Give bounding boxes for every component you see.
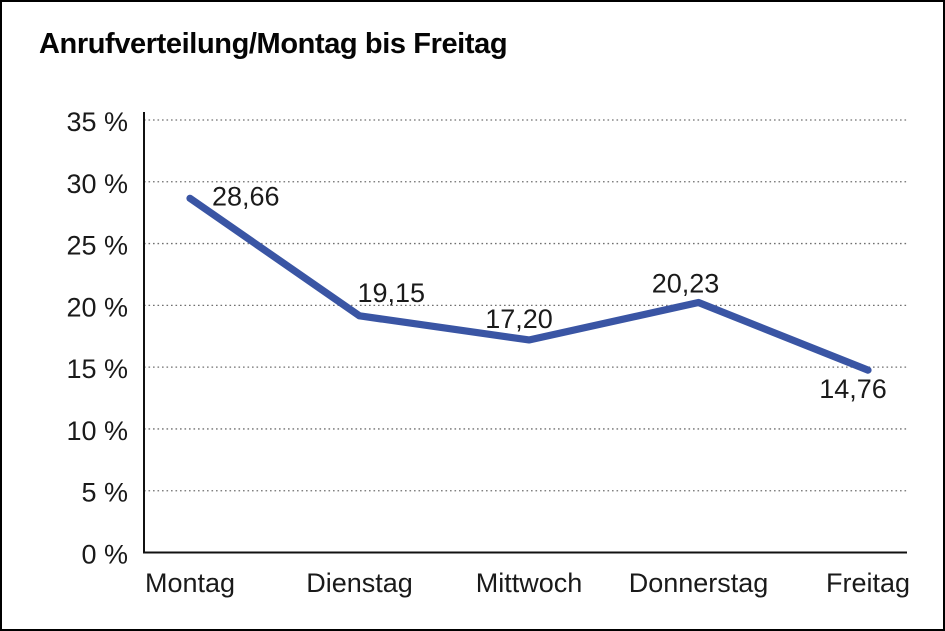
data-point-value-label: 14,76	[819, 374, 887, 404]
gridlines	[144, 119, 907, 492]
data-point-value-label: 20,23	[652, 269, 720, 299]
y-axis-tick-labels: 0 % 5 % 10 % 15 % 20 % 25 % 30 % 35 %	[66, 107, 128, 570]
data-point-value-label: 19,15	[358, 278, 426, 308]
y-tick-label: 10 %	[66, 416, 128, 446]
y-tick-label: 15 %	[66, 354, 128, 384]
y-tick-label: 20 %	[66, 292, 128, 322]
data-point-value-labels: 28,66 19,15 17,20 20,23 14,76	[212, 181, 887, 404]
data-point-value-label: 17,20	[485, 304, 553, 334]
axis-lines	[143, 112, 907, 554]
data-point-value-label: 28,66	[212, 181, 280, 211]
x-category-label: Freitag	[826, 568, 910, 598]
data-series-line	[186, 194, 872, 374]
y-tick-label: 5 %	[81, 478, 128, 508]
x-axis-category-labels: Montag Dienstag Mittwoch Donnerstag Freitag	[145, 568, 910, 598]
x-category-label: Donnerstag	[629, 568, 769, 598]
x-category-label: Dienstag	[306, 568, 413, 598]
x-category-label: Montag	[145, 568, 235, 598]
y-tick-label: 0 %	[81, 540, 128, 570]
y-tick-label: 30 %	[66, 169, 128, 199]
y-tick-label: 25 %	[66, 231, 128, 261]
y-tick-label: 35 %	[66, 107, 128, 137]
x-category-label: Mittwoch	[476, 568, 583, 598]
chart-title: Anrufverteilung/Montag bis Freitag	[39, 28, 508, 60]
